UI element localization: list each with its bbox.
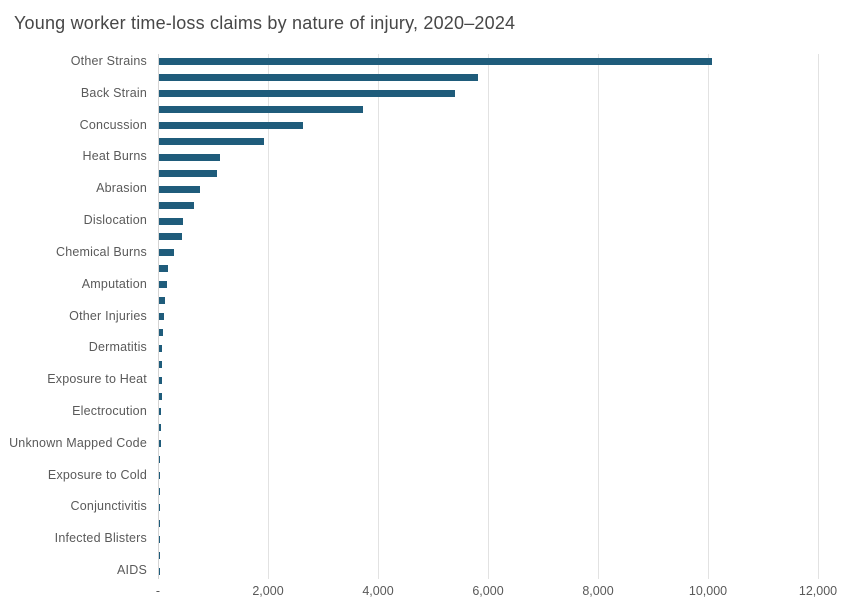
- category-label: Dermatitis: [88, 340, 147, 355]
- category-label: Amputation: [81, 276, 147, 291]
- category-label: Electrocution: [72, 404, 147, 419]
- bar[interactable]: [159, 106, 363, 114]
- x-axis-tick-label: 8,000: [582, 584, 614, 599]
- x-axis-tick-label: 2,000: [252, 584, 284, 599]
- gridline: [818, 54, 819, 580]
- bar[interactable]: [159, 344, 163, 352]
- gridline: [708, 54, 709, 580]
- bar[interactable]: [159, 472, 160, 480]
- category-label: Other Injuries: [69, 308, 147, 323]
- bar[interactable]: [159, 297, 165, 305]
- gridline: [268, 54, 269, 580]
- bar[interactable]: [159, 551, 160, 559]
- bar[interactable]: [159, 488, 160, 496]
- category-label: Conjunctivitis: [70, 499, 147, 514]
- bar[interactable]: [159, 138, 265, 145]
- bar[interactable]: [159, 456, 161, 464]
- bar[interactable]: [159, 169, 217, 177]
- bar[interactable]: [159, 249, 174, 257]
- category-label: Infected Blisters: [54, 531, 147, 546]
- gridline: [598, 54, 599, 580]
- bar[interactable]: [159, 122, 304, 130]
- category-label: Chemical Burns: [55, 244, 147, 259]
- x-axis-tick-label: 4,000: [362, 584, 394, 599]
- bar[interactable]: [159, 567, 160, 575]
- bar[interactable]: [159, 153, 220, 161]
- bar[interactable]: [159, 360, 163, 368]
- bar[interactable]: [159, 281, 167, 289]
- x-axis-tick-label: 12,000: [798, 584, 838, 599]
- bar[interactable]: [159, 74, 478, 82]
- bar[interactable]: [159, 217, 183, 225]
- bar[interactable]: [159, 328, 163, 336]
- category-label: AIDS: [117, 563, 147, 578]
- bar[interactable]: [159, 90, 455, 98]
- category-label: Abrasion: [96, 181, 147, 196]
- category-label: Concussion: [79, 117, 147, 132]
- x-axis-tick-label: 10,000: [688, 584, 728, 599]
- x-axis-tick-label: -: [155, 584, 161, 599]
- category-label: Unknown Mapped Code: [9, 435, 147, 450]
- gridline: [378, 54, 379, 580]
- category-label: Other Strains: [70, 54, 147, 68]
- bar[interactable]: [159, 519, 160, 527]
- bar[interactable]: [159, 535, 160, 543]
- bar[interactable]: [159, 424, 162, 432]
- bar[interactable]: [159, 58, 712, 66]
- bar[interactable]: [159, 392, 162, 400]
- bar[interactable]: [159, 201, 194, 209]
- bar[interactable]: [159, 265, 168, 273]
- category-label: Back Strain: [80, 85, 147, 100]
- bar[interactable]: [159, 313, 164, 320]
- category-label: Exposure to Cold: [47, 467, 147, 482]
- bar[interactable]: [159, 408, 162, 416]
- bar[interactable]: [159, 503, 160, 511]
- bar[interactable]: [159, 233, 182, 241]
- category-label: Exposure to Heat: [47, 372, 147, 387]
- x-axis-tick-label: 6,000: [472, 584, 504, 599]
- category-label: Dislocation: [83, 213, 147, 228]
- gridline: [488, 54, 489, 580]
- zero-axis-line: [158, 54, 159, 580]
- bar[interactable]: [159, 376, 162, 384]
- category-label: Heat Burns: [82, 149, 147, 164]
- chart-title: Young worker time-loss claims by nature …: [14, 13, 516, 33]
- bar[interactable]: [159, 185, 200, 193]
- bar[interactable]: [159, 440, 162, 448]
